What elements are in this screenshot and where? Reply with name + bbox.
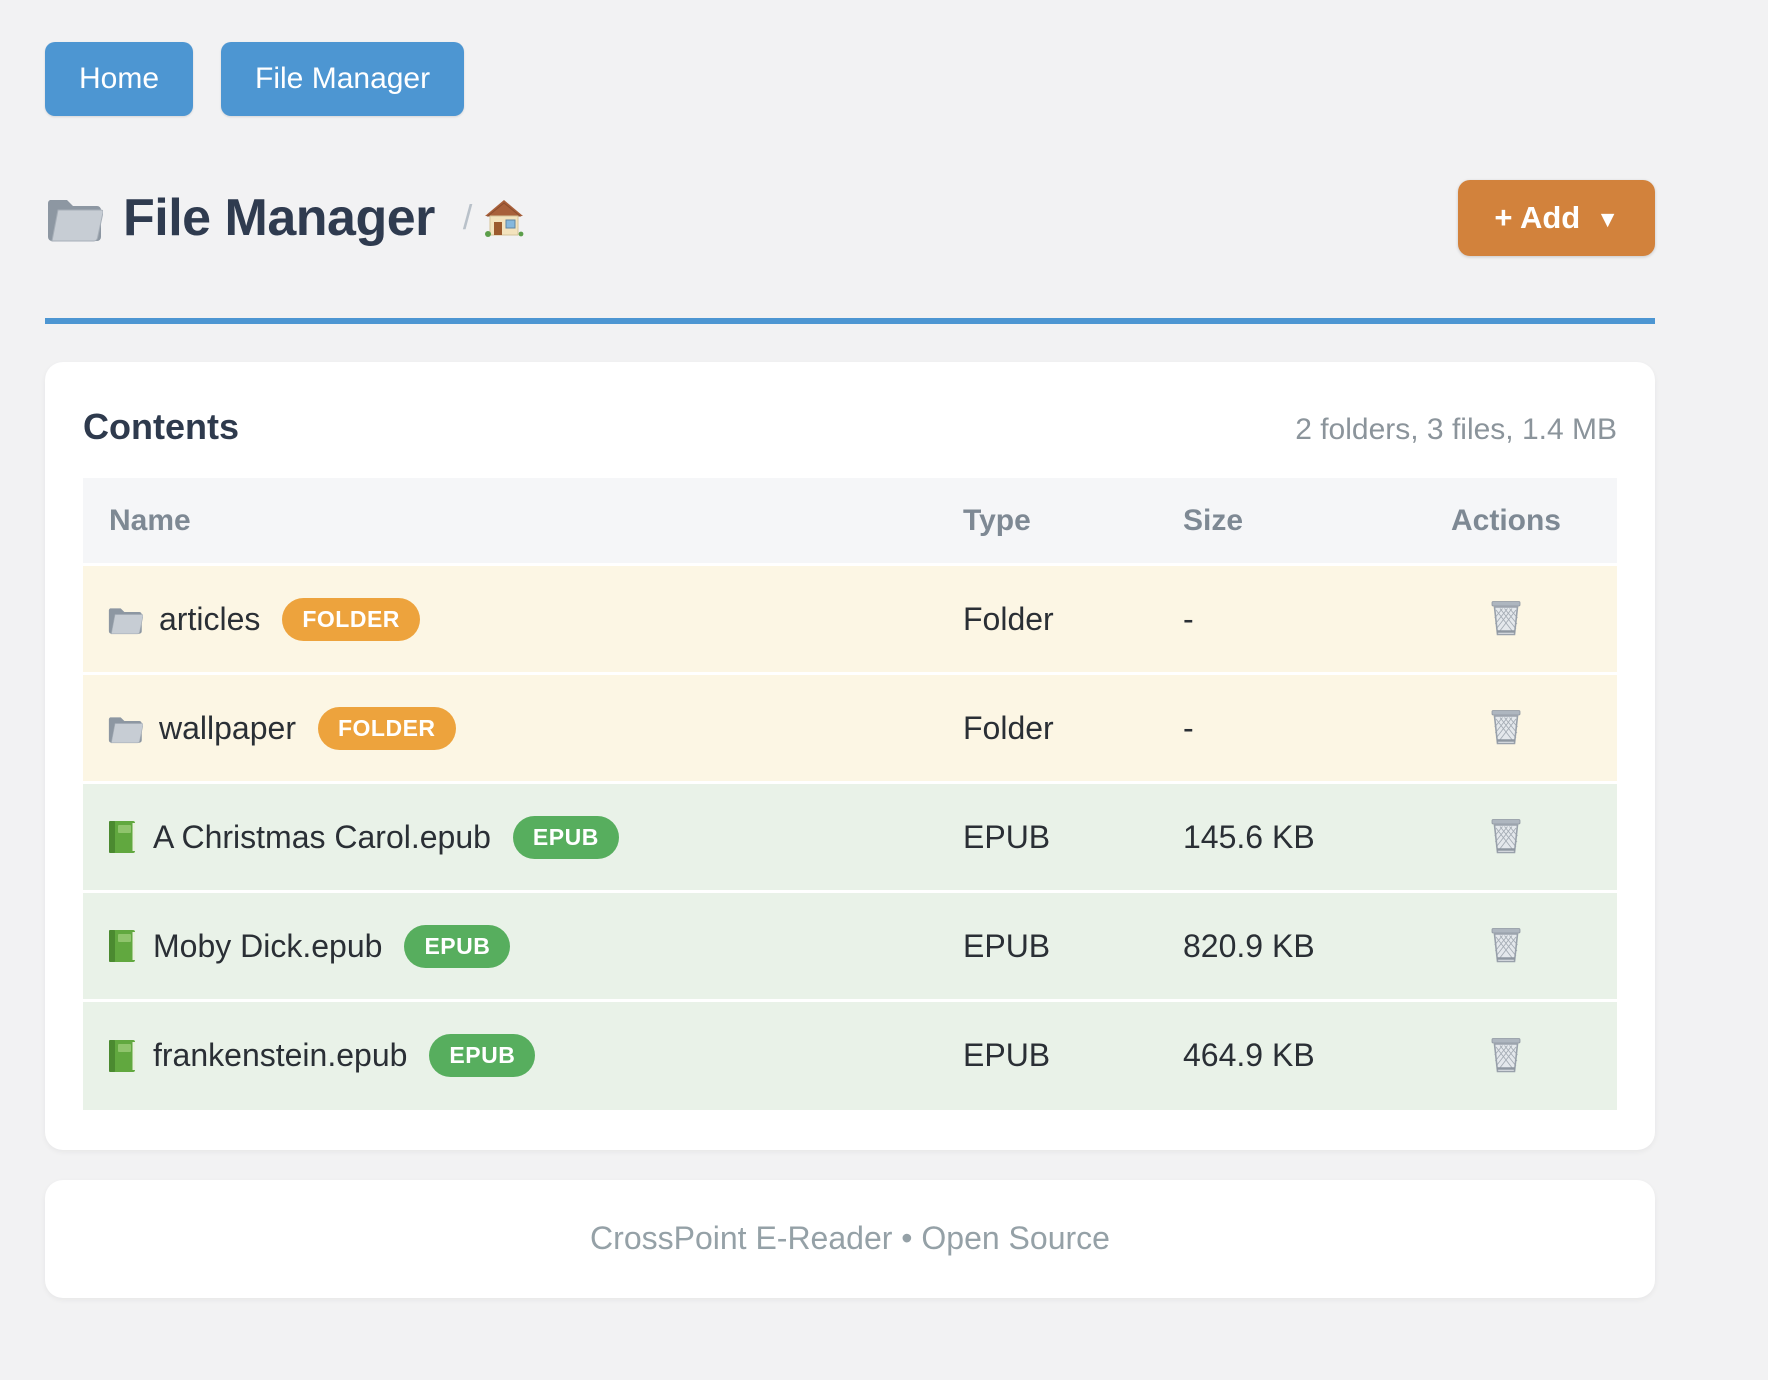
breadcrumb: /	[463, 199, 524, 238]
file-name: A Christmas Carol.epub	[153, 818, 491, 855]
breadcrumb-nav: Home File Manager	[45, 42, 1655, 116]
footer-card: CrossPoint E-Reader • Open Source	[45, 1179, 1655, 1298]
folder-icon	[45, 193, 104, 243]
page: Home File Manager File Manager /	[45, 42, 1655, 1298]
file-name: wallpaper	[159, 709, 296, 746]
trash-icon	[1488, 1035, 1524, 1075]
title-group: File Manager /	[45, 188, 524, 248]
trash-icon	[1488, 707, 1524, 747]
file-type: EPUB	[963, 818, 1051, 855]
contents-table: Name Type Size Actions	[83, 478, 1617, 1110]
home-button[interactable]: Home	[45, 42, 194, 116]
chevron-down-icon: ▼	[1596, 205, 1619, 232]
trash-icon	[1488, 925, 1524, 965]
file-name: articles	[159, 600, 261, 637]
file-size: 464.9 KB	[1183, 1037, 1315, 1074]
delete-button[interactable]	[1482, 919, 1530, 971]
type-badge: FOLDER	[317, 706, 456, 750]
delete-button[interactable]	[1482, 701, 1530, 753]
trash-icon	[1488, 598, 1524, 638]
add-button-label: + Add	[1494, 200, 1581, 235]
folder-icon	[107, 604, 144, 635]
home-icon[interactable]	[484, 199, 524, 237]
page-title: File Manager	[123, 189, 435, 247]
contents-heading: Contents	[83, 406, 239, 447]
file-manager-button[interactable]: File Manager	[221, 42, 465, 116]
file-size: 820.9 KB	[1183, 927, 1315, 964]
type-badge: EPUB	[512, 815, 619, 859]
book-icon	[107, 819, 137, 855]
book-icon	[107, 928, 137, 964]
book-icon	[107, 1038, 137, 1074]
file-type: EPUB	[963, 1037, 1051, 1074]
contents-table-body: articles FOLDER Folder -	[83, 564, 1617, 1110]
page-header: File Manager / + Add ▼	[45, 180, 1655, 256]
contents-card-header: Contents 2 folders, 3 files, 1.4 MB	[83, 406, 1617, 448]
file-name: frankenstein.epub	[153, 1037, 408, 1074]
file-name: Moby Dick.epub	[153, 927, 383, 964]
table-row[interactable]: Moby Dick.epub EPUB EPUB 820.9 KB	[83, 891, 1617, 1001]
title-divider	[45, 318, 1655, 324]
trash-icon	[1488, 816, 1524, 856]
table-row[interactable]: frankenstein.epub EPUB EPUB 464.9 KB	[83, 1000, 1617, 1110]
table-row[interactable]: wallpaper FOLDER Folder -	[83, 673, 1617, 783]
contents-card: Contents 2 folders, 3 files, 1.4 MB Name…	[45, 362, 1655, 1150]
contents-summary: 2 folders, 3 files, 1.4 MB	[1295, 413, 1617, 446]
column-header-name: Name	[83, 478, 963, 565]
column-header-size: Size	[1183, 478, 1395, 565]
breadcrumb-separator: /	[462, 198, 473, 237]
type-badge: FOLDER	[282, 597, 420, 641]
table-row[interactable]: A Christmas Carol.epub EPUB EPUB 145.6 K…	[83, 782, 1617, 892]
file-size: 145.6 KB	[1183, 818, 1315, 855]
type-badge: EPUB	[404, 924, 511, 968]
contents-table-head: Name Type Size Actions	[83, 478, 1617, 565]
delete-button[interactable]	[1482, 1029, 1530, 1081]
delete-button[interactable]	[1482, 810, 1530, 862]
column-header-actions: Actions	[1395, 478, 1617, 565]
file-type: Folder	[963, 600, 1054, 637]
footer-text: CrossPoint E-Reader • Open Source	[590, 1220, 1110, 1256]
file-type: EPUB	[963, 927, 1051, 964]
file-size: -	[1183, 709, 1194, 746]
folder-icon	[107, 713, 144, 744]
delete-button[interactable]	[1482, 592, 1530, 644]
add-button[interactable]: + Add ▼	[1458, 180, 1655, 256]
file-size: -	[1183, 600, 1194, 637]
column-header-type: Type	[963, 478, 1183, 565]
type-badge: EPUB	[429, 1034, 536, 1078]
table-row[interactable]: articles FOLDER Folder -	[83, 564, 1617, 674]
file-type: Folder	[963, 709, 1054, 746]
